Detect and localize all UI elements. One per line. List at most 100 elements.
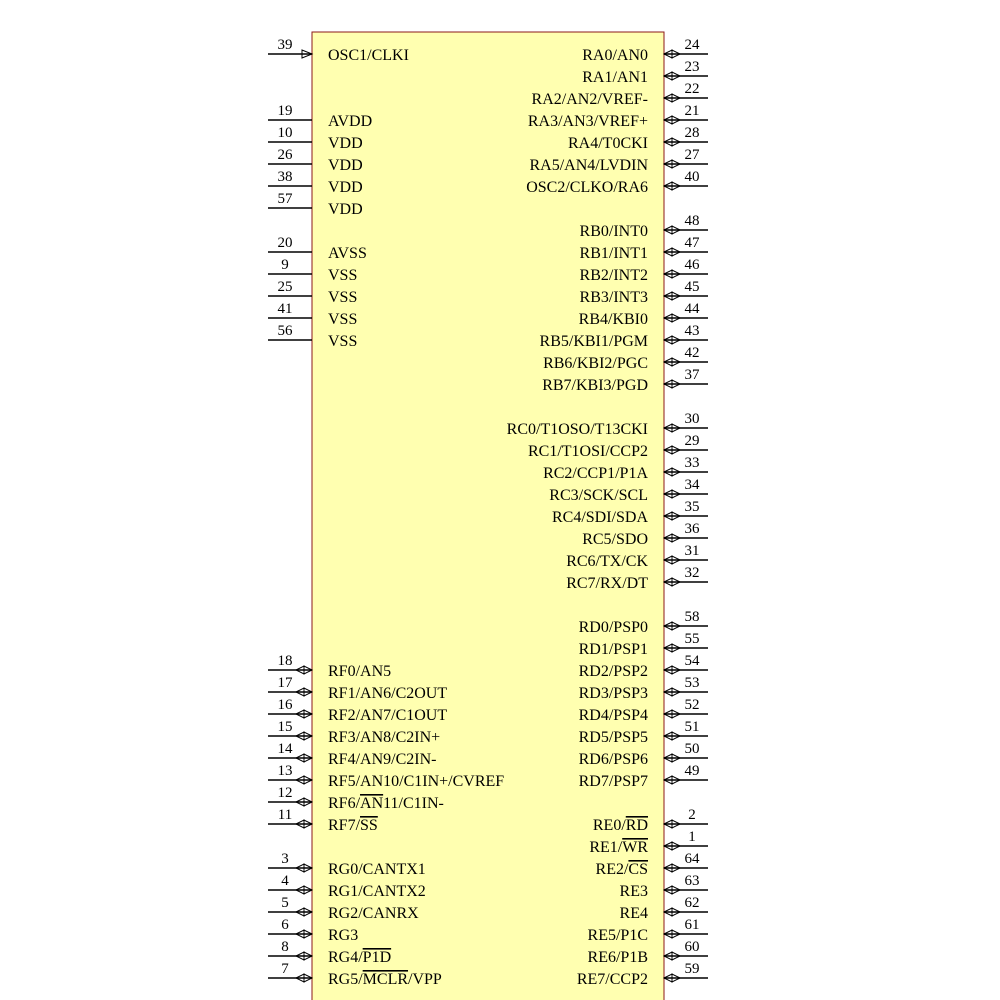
- label-part: RC4/SDI/SDA: [552, 509, 648, 526]
- label-part: RA3/AN3/VREF+: [528, 113, 648, 130]
- pin-label: RB3/INT3: [580, 289, 648, 306]
- pin-arrow: [671, 71, 682, 81]
- label-part: /VPP: [408, 971, 442, 988]
- pin-arrow: [671, 335, 682, 345]
- pin-label: RE7/CCP2: [577, 971, 648, 988]
- label-part: RF1/AN6/C2OUT: [328, 685, 447, 702]
- label-part: RD6/PSP6: [579, 751, 648, 768]
- pin-label: RA1/AN1: [582, 69, 648, 86]
- pin-number: 51: [685, 719, 700, 735]
- pin-number: 19: [278, 103, 293, 119]
- pin-label: RE0/RD: [593, 817, 648, 834]
- pin-arrow: [671, 423, 682, 433]
- label-part: RE7/CCP2: [577, 971, 648, 988]
- pin-arrow: [671, 841, 682, 851]
- pin-label: RG3: [328, 927, 358, 944]
- pin-number: 17: [278, 675, 294, 691]
- pin-number: 2: [688, 807, 696, 823]
- pin-number: 57: [278, 191, 294, 207]
- pin-number: 31: [685, 543, 700, 559]
- label-part: RE4: [620, 905, 648, 922]
- pin-number: 14: [278, 741, 294, 757]
- pin-number: 49: [685, 763, 700, 779]
- pin-arrow: [671, 951, 682, 961]
- label-part: RC1/T1OSI/CCP2: [528, 443, 648, 460]
- label-part: RD7/PSP7: [579, 773, 648, 790]
- label-part: RE3: [620, 883, 648, 900]
- label-part: RD4/PSP4: [579, 707, 648, 724]
- label-part: RF4/AN9/C2IN-: [328, 751, 436, 768]
- label-part: RA5/AN4/LVDIN: [529, 157, 648, 174]
- pin-label: RB7/KBI3/PGD: [542, 377, 648, 394]
- label-part: RD: [626, 817, 648, 834]
- pin-label: RF4/AN9/C2IN-: [328, 751, 436, 768]
- pin-arrow: [671, 687, 682, 697]
- label-part: AN: [360, 795, 384, 812]
- label-part: RC6/TX/CK: [566, 553, 648, 570]
- pin-arrow: [671, 159, 682, 169]
- label-part: RG2/CANRX: [328, 905, 419, 922]
- pin-number: 12: [278, 785, 293, 801]
- label-part: VDD: [328, 179, 363, 196]
- pin-label: VDD: [328, 201, 363, 218]
- label-part: RC7/RX/DT: [566, 575, 648, 592]
- pin-arrow: [671, 907, 682, 917]
- label-part: OSC1/CLKI: [328, 47, 409, 64]
- pin-label: RD7/PSP7: [579, 773, 648, 790]
- pin-label: AVSS: [328, 245, 367, 262]
- label-part: RD1/PSP1: [579, 641, 648, 658]
- pin-number: 16: [278, 697, 294, 713]
- pin-arrow: [301, 49, 314, 59]
- label-part: VSS: [328, 333, 357, 350]
- pin-number: 41: [278, 301, 293, 317]
- pin-arrow: [294, 665, 305, 675]
- pin-label: RC5/SDO: [582, 531, 648, 548]
- pin-number: 61: [685, 917, 700, 933]
- pin-arrow: [294, 819, 305, 829]
- pin-number: 37: [685, 367, 701, 383]
- label-part: RD3/PSP3: [579, 685, 648, 702]
- pin-number: 52: [685, 697, 700, 713]
- pin-number: 30: [685, 411, 700, 427]
- pin-arrow: [294, 973, 305, 983]
- pin-label: RC1/T1OSI/CCP2: [528, 443, 648, 460]
- pin-label: RF1/AN6/C2OUT: [328, 685, 447, 702]
- pin-number: 29: [685, 433, 700, 449]
- label-part: RB6/KBI2/PGC: [543, 355, 648, 372]
- pin-number: 34: [685, 477, 701, 493]
- label-part: RD2/PSP2: [579, 663, 648, 680]
- pin-label: RE3: [620, 883, 648, 900]
- label-part: VSS: [328, 311, 357, 328]
- label-part: VSS: [328, 289, 357, 306]
- pin-label: RG1/CANTX2: [328, 883, 426, 900]
- pin-label: RG2/CANRX: [328, 905, 419, 922]
- pin-label: RC6/TX/CK: [566, 553, 648, 570]
- pin-number: 36: [685, 521, 701, 537]
- label-part: RD0/PSP0: [579, 619, 648, 636]
- pin-label: RD5/PSP5: [579, 729, 648, 746]
- pin-label: RA3/AN3/VREF+: [528, 113, 648, 130]
- label-part: RC5/SDO: [582, 531, 648, 548]
- pin-arrow: [671, 291, 682, 301]
- pin-arrow: [671, 577, 682, 587]
- label-part: VDD: [328, 135, 363, 152]
- label-part: CS: [628, 861, 648, 878]
- pin-number: 23: [685, 59, 700, 75]
- pin-number: 64: [685, 851, 701, 867]
- pin-number: 60: [685, 939, 700, 955]
- pin-label: RE1/WR: [589, 839, 648, 856]
- label-part: RG1/CANTX2: [328, 883, 426, 900]
- pin-arrow: [671, 555, 682, 565]
- pin-label: RC4/SDI/SDA: [552, 509, 648, 526]
- pin-arrow: [671, 489, 682, 499]
- pin-label: RD1/PSP1: [579, 641, 648, 658]
- pin-arrow: [294, 929, 305, 939]
- pin-label: RG4/P1D: [328, 949, 391, 966]
- pin-number: 21: [685, 103, 700, 119]
- pin-number: 38: [278, 169, 293, 185]
- pin-label: RD4/PSP4: [579, 707, 648, 724]
- label-part: RA2/AN2/VREF-: [532, 91, 648, 108]
- pin-label: RD0/PSP0: [579, 619, 648, 636]
- pin-number: 4: [281, 873, 289, 889]
- pin-arrow: [294, 863, 305, 873]
